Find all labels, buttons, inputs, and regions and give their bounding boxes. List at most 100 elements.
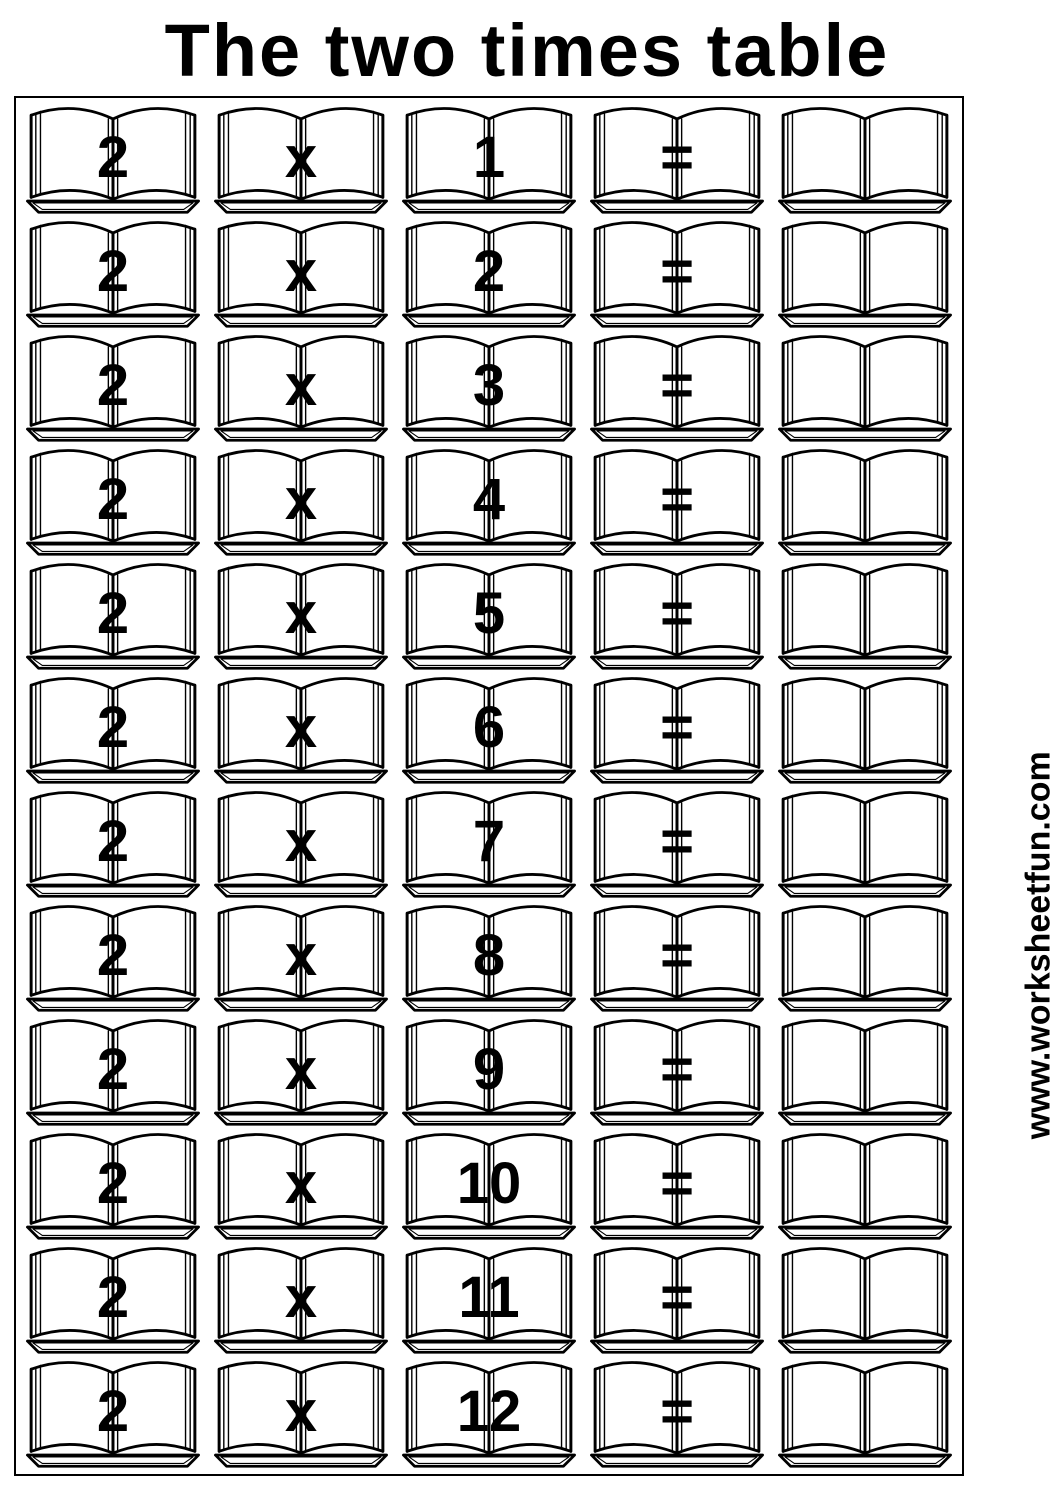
worksheet-frame: 2 x [14,96,964,1476]
table-row: 2 x [20,788,958,900]
cell-operator: x [208,674,394,786]
cell-equals: = [584,104,770,216]
cell-text-multiplier: 4 [396,446,582,558]
cell-text-answer [772,1244,958,1356]
cell-multiplier: 5 [396,560,582,672]
table-row: 2 x [20,902,958,1014]
worksheet-page: The two times table 2 [0,0,1054,1492]
cell-multiplicand: 2 [20,1016,206,1128]
cell-operator: x [208,446,394,558]
cell-multiplier: 3 [396,332,582,444]
table-row: 2 x [20,1016,958,1128]
table-row: 2 x [20,446,958,558]
cell-text-answer [772,674,958,786]
attribution: www.worksheetfun.com Copyright ©2008 wor… [1020,751,1054,1139]
cell-answer[interactable] [772,1016,958,1128]
cell-text-equals: = [584,104,770,216]
cell-operator: x [208,218,394,330]
cell-answer[interactable] [772,788,958,900]
cell-text-equals: = [584,560,770,672]
cell-answer[interactable] [772,218,958,330]
cell-text-answer [772,446,958,558]
cell-operator: x [208,788,394,900]
table-row: 2 x [20,674,958,786]
cell-text-answer [772,332,958,444]
cell-answer[interactable] [772,674,958,786]
attribution-site: www.worksheetfun.com [1020,751,1054,1139]
table-row: 2 x [20,218,958,330]
cell-equals: = [584,218,770,330]
cell-text-equals: = [584,674,770,786]
cell-text-answer [772,902,958,1014]
cell-text-multiplier: 12 [396,1358,582,1470]
cell-answer[interactable] [772,446,958,558]
cell-text-operator: x [208,446,394,558]
cell-text-equals: = [584,1130,770,1242]
cell-text-operator: x [208,1358,394,1470]
cell-text-equals: = [584,218,770,330]
cell-text-multiplicand: 2 [20,1130,206,1242]
cell-text-equals: = [584,902,770,1014]
cell-multiplicand: 2 [20,560,206,672]
cell-multiplicand: 2 [20,788,206,900]
cell-equals: = [584,1130,770,1242]
cell-multiplier: 9 [396,1016,582,1128]
cell-text-equals: = [584,332,770,444]
cell-text-answer [772,218,958,330]
cell-multiplicand: 2 [20,1358,206,1470]
cell-operator: x [208,104,394,216]
cell-text-multiplicand: 2 [20,218,206,330]
cell-multiplier: 7 [396,788,582,900]
table-rows-container: 2 x [20,104,958,1470]
cell-text-operator: x [208,674,394,786]
cell-text-multiplicand: 2 [20,560,206,672]
cell-text-multiplicand: 2 [20,332,206,444]
cell-multiplier: 8 [396,902,582,1014]
cell-text-multiplicand: 2 [20,674,206,786]
cell-multiplicand: 2 [20,104,206,216]
table-row: 2 x [20,104,958,216]
cell-operator: x [208,1130,394,1242]
cell-multiplicand: 2 [20,218,206,330]
cell-answer[interactable] [772,1130,958,1242]
cell-answer[interactable] [772,1244,958,1356]
cell-multiplicand: 2 [20,674,206,786]
cell-answer[interactable] [772,332,958,444]
cell-operator: x [208,332,394,444]
cell-text-multiplier: 5 [396,560,582,672]
cell-text-multiplicand: 2 [20,1016,206,1128]
cell-multiplier: 6 [396,674,582,786]
cell-text-operator: x [208,332,394,444]
cell-text-multiplicand: 2 [20,1244,206,1356]
cell-text-multiplier: 6 [396,674,582,786]
cell-operator: x [208,560,394,672]
cell-equals: = [584,1244,770,1356]
table-row: 2 x [20,1130,958,1242]
cell-answer[interactable] [772,1358,958,1470]
cell-text-multiplicand: 2 [20,446,206,558]
table-row: 2 x [20,1244,958,1356]
cell-text-answer [772,1016,958,1128]
cell-text-answer [772,104,958,216]
cell-text-operator: x [208,1130,394,1242]
cell-text-multiplicand: 2 [20,788,206,900]
table-row: 2 x [20,332,958,444]
cell-answer[interactable] [772,104,958,216]
cell-text-multiplier: 1 [396,104,582,216]
cell-answer[interactable] [772,560,958,672]
cell-multiplier: 4 [396,446,582,558]
cell-multiplier: 12 [396,1358,582,1470]
cell-operator: x [208,902,394,1014]
cell-text-multiplier: 3 [396,332,582,444]
cell-multiplicand: 2 [20,1130,206,1242]
cell-multiplier: 2 [396,218,582,330]
cell-text-multiplier: 8 [396,902,582,1014]
cell-text-answer [772,1130,958,1242]
cell-equals: = [584,446,770,558]
cell-text-multiplier: 2 [396,218,582,330]
cell-text-multiplicand: 2 [20,902,206,1014]
cell-answer[interactable] [772,902,958,1014]
cell-multiplier: 11 [396,1244,582,1356]
cell-operator: x [208,1358,394,1470]
cell-multiplier: 10 [396,1130,582,1242]
